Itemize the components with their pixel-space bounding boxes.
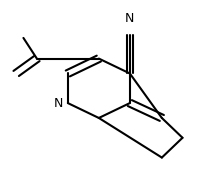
Text: N: N	[125, 12, 135, 25]
Text: N: N	[53, 97, 63, 110]
